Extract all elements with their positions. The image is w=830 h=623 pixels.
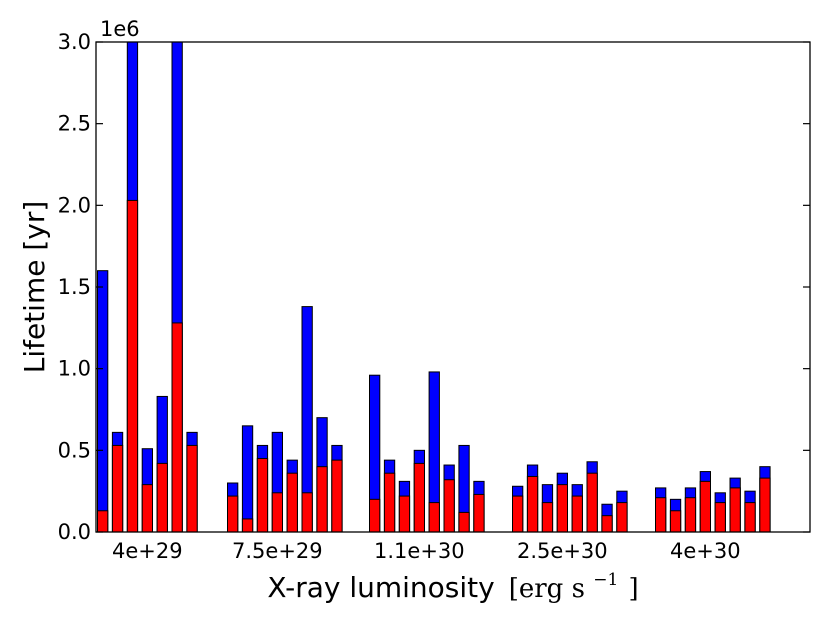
bar-red xyxy=(256,458,269,533)
bar-red xyxy=(97,510,109,533)
x-axis-label-text: X-ray luminosity xyxy=(267,571,494,604)
x-axis: 4e+29 7.5e+29 1.1e+30 2.5e+30 4e+30 xyxy=(112,539,741,563)
y-tick-label: 1.5 xyxy=(58,275,91,299)
bar-red xyxy=(398,495,411,533)
bar-red xyxy=(526,475,539,533)
bar-red xyxy=(473,493,485,533)
bar-group-1 xyxy=(227,306,343,533)
plot-frame xyxy=(95,41,811,533)
y-offset-label: 1e6 xyxy=(100,17,140,41)
bar-red xyxy=(759,477,771,533)
x-axis-label: X-ray luminosity [erg s −1 ] xyxy=(267,562,638,604)
bar-blue xyxy=(97,270,109,533)
bar-group-2 xyxy=(369,371,485,533)
x-axis-unit-close: ] xyxy=(629,574,639,604)
x-tick-label: 1.1e+30 xyxy=(374,539,465,563)
bar-red xyxy=(458,511,470,533)
bar-red xyxy=(571,495,583,533)
bar-group-3 xyxy=(512,461,628,533)
bar-red xyxy=(586,472,598,533)
bar-group-4 xyxy=(655,466,771,533)
bar-red xyxy=(556,484,569,533)
bar-red xyxy=(331,459,343,533)
y-tick-label: 2.5 xyxy=(58,112,91,136)
x-tick-label: 2.5e+30 xyxy=(517,539,608,563)
bar-red xyxy=(512,495,524,533)
bar-red xyxy=(171,322,183,533)
bar-red xyxy=(186,444,198,533)
bar-red xyxy=(428,502,440,533)
bar-red xyxy=(616,502,628,533)
bar-red xyxy=(141,484,153,533)
bar-red xyxy=(541,502,554,533)
bar-red xyxy=(227,495,239,533)
bar-red xyxy=(369,498,381,533)
x-tick-label: 4e+30 xyxy=(670,539,741,563)
bar-red xyxy=(413,462,426,533)
bar-red xyxy=(156,462,168,533)
bar-red xyxy=(383,472,396,533)
x-axis-unit-exponent: −1 xyxy=(593,570,618,590)
x-axis-unit: [erg s −1 ] xyxy=(509,562,639,604)
y-tick-label: 2.0 xyxy=(58,193,91,217)
bar-red xyxy=(699,480,712,533)
bars-layer xyxy=(97,41,771,533)
bar-red xyxy=(111,444,124,533)
y-axis-label: Lifetime [yr] xyxy=(18,201,51,374)
bar-red xyxy=(669,510,682,533)
bar-red xyxy=(271,492,284,533)
bar-red xyxy=(684,497,697,533)
x-axis-unit-base: [erg s xyxy=(509,574,585,604)
bar-red xyxy=(286,472,298,533)
bar-red xyxy=(126,199,139,533)
x-tick-label: 7.5e+29 xyxy=(232,539,323,563)
bar-red xyxy=(301,492,313,533)
y-tick-label: 1.0 xyxy=(58,357,91,381)
bar-red xyxy=(443,479,455,533)
x-tick-label: 4e+29 xyxy=(112,539,183,563)
bar-red xyxy=(655,497,667,533)
bar-red xyxy=(744,502,756,533)
bar-red xyxy=(729,487,741,533)
bar-group-0 xyxy=(97,41,198,533)
y-tick-label: 3.0 xyxy=(58,30,91,54)
bar-red xyxy=(241,518,254,533)
bar-red xyxy=(316,466,328,533)
y-tick-label: 0.5 xyxy=(58,438,91,462)
y-axis: 0.0 0.5 1.0 1.5 2.0 2.5 3.0 xyxy=(58,30,810,544)
bar-red xyxy=(714,502,726,533)
bar-red xyxy=(601,515,613,533)
y-tick-label: 0.0 xyxy=(58,520,91,544)
bar-blue xyxy=(241,425,254,533)
